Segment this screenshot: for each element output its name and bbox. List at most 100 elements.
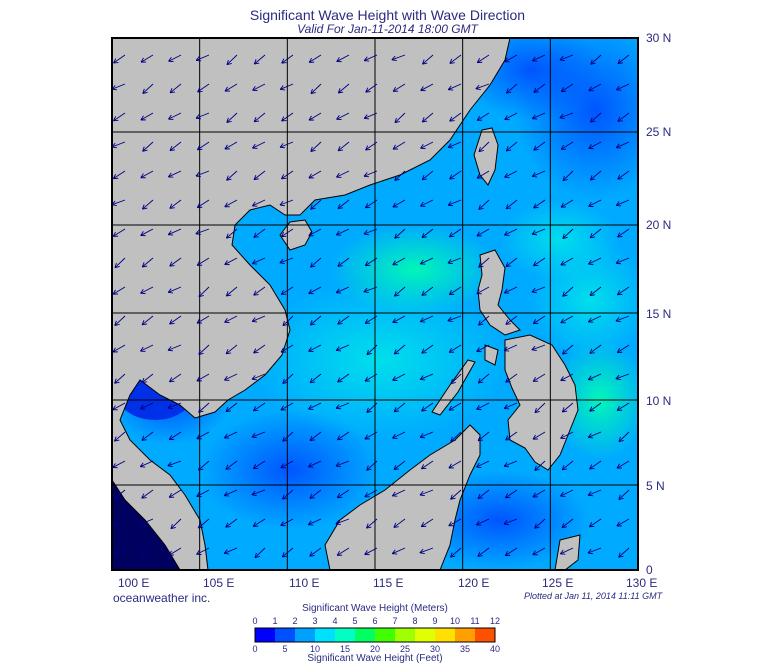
wave-arrow [141, 373, 154, 384]
colorbar-segment [295, 628, 316, 642]
wave-arrow [336, 170, 350, 178]
borneo [324, 424, 481, 570]
mindanao [504, 334, 579, 471]
wave-arrow [615, 373, 630, 380]
wave-arrow [252, 518, 266, 527]
wave-arrow [112, 402, 126, 411]
wave-arrow [363, 228, 378, 236]
wave-arrow [308, 54, 322, 63]
wave-arrow [532, 315, 546, 325]
wave-arrow [618, 431, 630, 443]
wave-arrow [195, 170, 210, 178]
wave-arrow [365, 141, 378, 151]
wave-arrow [281, 54, 294, 64]
wave-arrow [616, 518, 630, 527]
wave-arrow [281, 547, 294, 558]
wave-arrow [421, 344, 434, 354]
wave-arrow [281, 112, 294, 122]
wave-arrow [450, 489, 462, 500]
wave-arrow [560, 489, 574, 497]
wave-arrow [198, 402, 210, 413]
wave-arrow [587, 315, 602, 323]
palawan [431, 359, 476, 416]
wave-arrow [447, 315, 462, 322]
wave-arrow [559, 54, 574, 62]
wave-arrow [336, 489, 350, 499]
colorbar-frame [254, 627, 496, 643]
wave-arrow [113, 54, 126, 64]
wave-arrow [335, 402, 350, 410]
wave-arrow [505, 431, 518, 441]
colorbar-meters-tick: 11 [470, 616, 479, 626]
colorbar-meters-tick: 12 [490, 616, 500, 626]
wave-arrow [588, 257, 602, 265]
wave-arrow [420, 141, 434, 149]
wave-arrow [335, 228, 350, 236]
wave-arrow [335, 518, 350, 525]
wave-arrow [450, 547, 462, 558]
colorbar-segment [435, 628, 456, 642]
wave-arrow [447, 199, 462, 207]
wave-arrow [504, 112, 518, 121]
wave-arrow [532, 489, 546, 498]
colorbar-meters-tick: 10 [450, 616, 460, 626]
wave-arrow [195, 112, 210, 120]
wave-arrow [588, 199, 602, 207]
colorbar-feet-tick: 35 [460, 644, 470, 654]
wave-arrow [392, 373, 406, 381]
wave-arrow [252, 83, 266, 91]
wave-arrow [113, 547, 126, 558]
colorbar-meters-tick: 0 [252, 616, 257, 626]
wave-arrow [363, 112, 378, 120]
wave-arrow [167, 460, 182, 467]
wave-arrow [449, 170, 462, 180]
wave-arrow [196, 547, 210, 555]
wave-arrow [195, 228, 210, 235]
wave-arrow [309, 547, 322, 557]
wave-arrow [197, 518, 210, 529]
wave-arrow [364, 257, 378, 267]
wave-arrow [142, 141, 154, 152]
wave-arrow [391, 54, 406, 61]
wave-arrow [618, 547, 630, 558]
wave-arrow [170, 518, 182, 530]
wave-arrow [226, 228, 238, 239]
wave-arrow [448, 518, 462, 527]
wave-arrow [476, 460, 490, 468]
wave-arrow [588, 83, 602, 92]
wave-arrow [280, 228, 294, 238]
wave-arrow [366, 460, 378, 471]
sumatra-sea [112, 479, 181, 570]
colorbar-segment [415, 628, 436, 642]
wave-arrow [366, 402, 378, 413]
wave-arrow [308, 170, 322, 179]
wave-arrow [251, 315, 266, 323]
wave-arrow [616, 402, 630, 411]
wave-arrow [279, 257, 294, 264]
wave-arrow [142, 83, 154, 94]
wave-arrow [225, 286, 238, 297]
wave-arrow [589, 286, 602, 297]
wave-arrow [478, 257, 490, 268]
wave-arrow [448, 286, 462, 296]
wave-arrow [196, 315, 210, 324]
wave-arrow [140, 112, 154, 121]
wave-arrow [335, 460, 350, 468]
wave-arrow [337, 257, 350, 267]
wave-arrow [224, 315, 238, 323]
wave-arrow [364, 373, 378, 382]
wave-arrow [447, 257, 462, 265]
wave-arrow [478, 315, 490, 326]
colorbar-meters-tick: 7 [392, 616, 397, 626]
wave-arrow [561, 402, 574, 413]
taiwan [473, 127, 499, 186]
wave-arrow [308, 402, 322, 410]
wave-arrow [587, 547, 602, 555]
wave-arrow [280, 518, 294, 527]
colorbar-meters-tick: 1 [272, 616, 277, 626]
wave-arrow [141, 315, 154, 326]
wave-arrow [560, 199, 574, 208]
wave-arrow [478, 141, 490, 153]
luzon [477, 249, 521, 336]
colorbar-meters-tick: 3 [312, 616, 317, 626]
